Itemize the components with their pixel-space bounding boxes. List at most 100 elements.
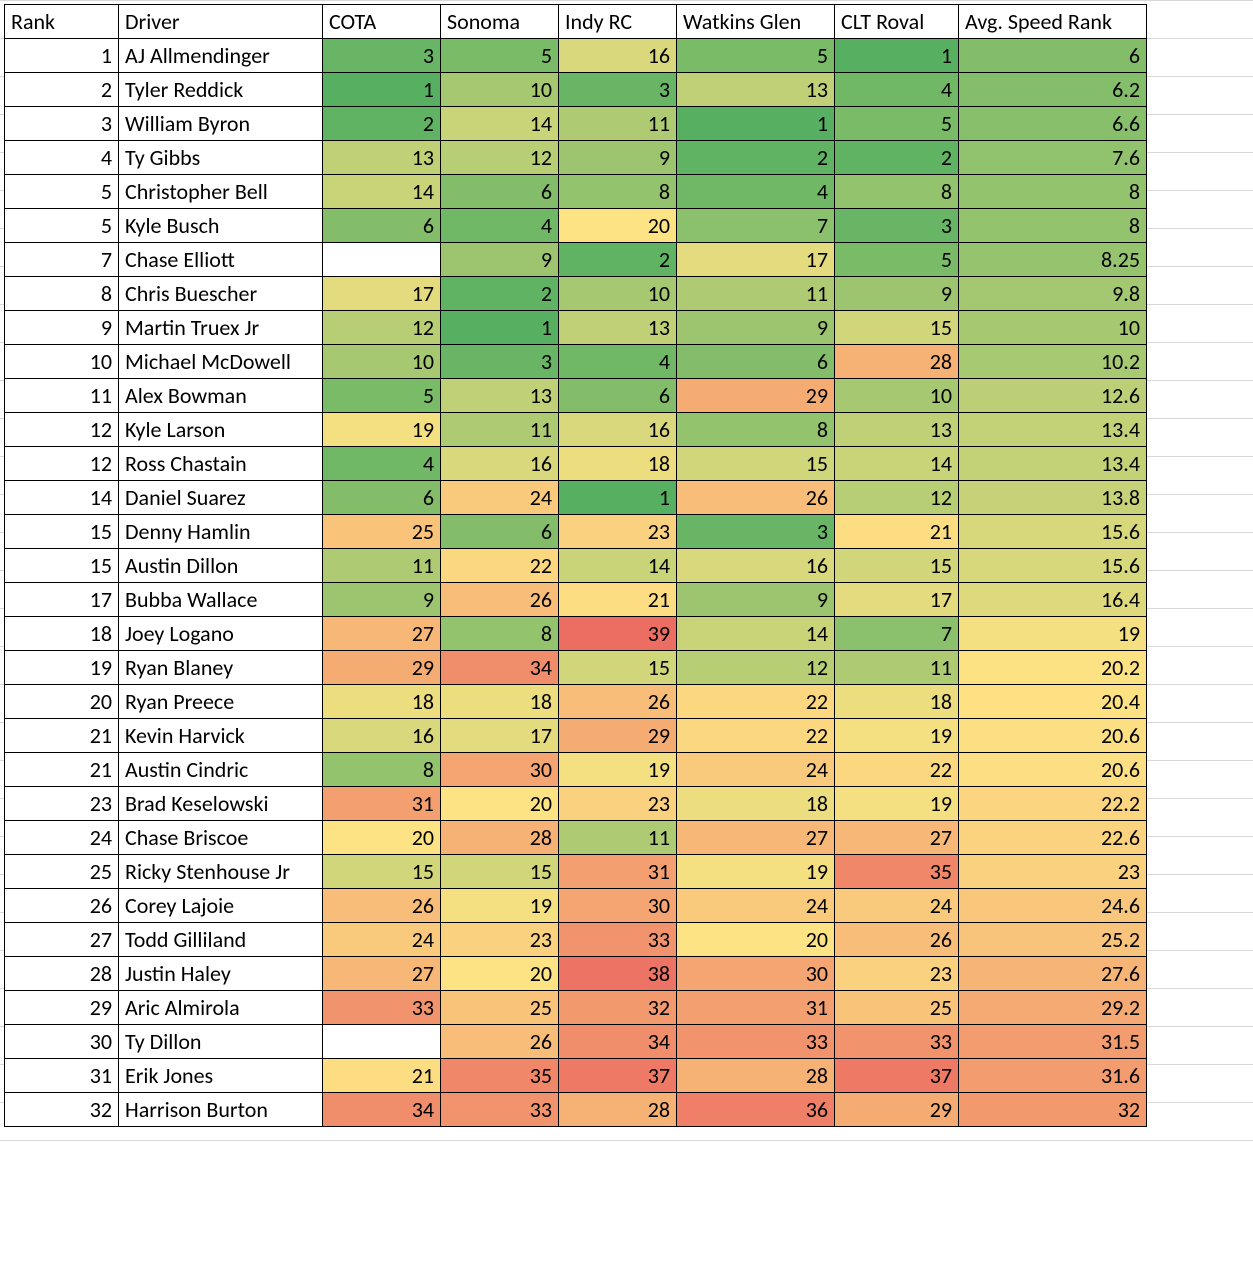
- table-row: 7Chase Elliott921758.25: [5, 243, 1147, 277]
- cell-sonoma: 15: [441, 855, 559, 889]
- cell-wg: 7: [677, 209, 835, 243]
- cell-clt: 2: [835, 141, 959, 175]
- cell-indy: 3: [559, 73, 677, 107]
- cell-wg: 3: [677, 515, 835, 549]
- cell-avg: 27.6: [959, 957, 1147, 991]
- cell-wg: 5: [677, 39, 835, 73]
- cell-wg: 18: [677, 787, 835, 821]
- cell-clt: 11: [835, 651, 959, 685]
- cell-driver: Kyle Larson: [119, 413, 323, 447]
- cell-rank: 5: [5, 175, 119, 209]
- cell-cota: 8: [323, 753, 441, 787]
- cell-wg: 19: [677, 855, 835, 889]
- cell-cota: [323, 1025, 441, 1059]
- cell-cota: 17: [323, 277, 441, 311]
- cell-driver: Bubba Wallace: [119, 583, 323, 617]
- cell-avg: 10.2: [959, 345, 1147, 379]
- cell-indy: 20: [559, 209, 677, 243]
- table-row: 15Denny Hamlin2562332115.6: [5, 515, 1147, 549]
- cell-rank: 12: [5, 413, 119, 447]
- cell-avg: 12.6: [959, 379, 1147, 413]
- cell-driver: Ty Dillon: [119, 1025, 323, 1059]
- cell-driver: Kevin Harvick: [119, 719, 323, 753]
- cell-driver: Christopher Bell: [119, 175, 323, 209]
- table-row: 17Bubba Wallace9262191716.4: [5, 583, 1147, 617]
- table-row: 21Austin Cindric83019242220.6: [5, 753, 1147, 787]
- cell-driver: Kyle Busch: [119, 209, 323, 243]
- cell-rank: 31: [5, 1059, 119, 1093]
- cell-wg: 9: [677, 311, 835, 345]
- table-row: 1AJ Allmendinger3516516: [5, 39, 1147, 73]
- cell-driver: Corey Lajoie: [119, 889, 323, 923]
- cell-driver: Austin Dillon: [119, 549, 323, 583]
- cell-indy: 32: [559, 991, 677, 1025]
- cell-clt: 8: [835, 175, 959, 209]
- cell-indy: 38: [559, 957, 677, 991]
- cell-wg: 24: [677, 753, 835, 787]
- cell-cota: 25: [323, 515, 441, 549]
- cell-indy: 18: [559, 447, 677, 481]
- cell-clt: 21: [835, 515, 959, 549]
- cell-indy: 39: [559, 617, 677, 651]
- cell-clt: 19: [835, 719, 959, 753]
- cell-sonoma: 35: [441, 1059, 559, 1093]
- cell-indy: 21: [559, 583, 677, 617]
- cell-driver: Ryan Preece: [119, 685, 323, 719]
- cell-wg: 1: [677, 107, 835, 141]
- cell-driver: Michael McDowell: [119, 345, 323, 379]
- cell-rank: 12: [5, 447, 119, 481]
- cell-avg: 15.6: [959, 549, 1147, 583]
- cell-indy: 6: [559, 379, 677, 413]
- cell-wg: 2: [677, 141, 835, 175]
- cell-driver: Chase Briscoe: [119, 821, 323, 855]
- col-header-indy: Indy RC: [559, 5, 677, 39]
- cell-clt: 33: [835, 1025, 959, 1059]
- speed-rank-table: RankDriverCOTASonomaIndy RCWatkins GlenC…: [4, 4, 1147, 1127]
- table-row: 27Todd Gilliland242333202625.2: [5, 923, 1147, 957]
- table-row: 23Brad Keselowski312023181922.2: [5, 787, 1147, 821]
- cell-avg: 23: [959, 855, 1147, 889]
- cell-rank: 32: [5, 1093, 119, 1127]
- cell-sonoma: 12: [441, 141, 559, 175]
- cell-sonoma: 17: [441, 719, 559, 753]
- cell-avg: 9.8: [959, 277, 1147, 311]
- cell-sonoma: 13: [441, 379, 559, 413]
- cell-rank: 9: [5, 311, 119, 345]
- cell-sonoma: 26: [441, 583, 559, 617]
- cell-cota: 34: [323, 1093, 441, 1127]
- cell-sonoma: 6: [441, 175, 559, 209]
- cell-rank: 15: [5, 549, 119, 583]
- cell-wg: 11: [677, 277, 835, 311]
- cell-clt: 28: [835, 345, 959, 379]
- cell-indy: 28: [559, 1093, 677, 1127]
- table-row: 29Aric Almirola332532312529.2: [5, 991, 1147, 1025]
- cell-cota: 4: [323, 447, 441, 481]
- cell-clt: 5: [835, 243, 959, 277]
- cell-cota: 3: [323, 39, 441, 73]
- cell-avg: 20.6: [959, 753, 1147, 787]
- cell-rank: 23: [5, 787, 119, 821]
- cell-indy: 13: [559, 311, 677, 345]
- table-row: 15Austin Dillon112214161515.6: [5, 549, 1147, 583]
- table-row: 25Ricky Stenhouse Jr151531193523: [5, 855, 1147, 889]
- cell-avg: 25.2: [959, 923, 1147, 957]
- cell-wg: 26: [677, 481, 835, 515]
- table-body: 1AJ Allmendinger35165162Tyler Reddick110…: [5, 39, 1147, 1127]
- cell-indy: 8: [559, 175, 677, 209]
- cell-clt: 1: [835, 39, 959, 73]
- cell-driver: AJ Allmendinger: [119, 39, 323, 73]
- cell-cota: 16: [323, 719, 441, 753]
- cell-sonoma: 24: [441, 481, 559, 515]
- cell-indy: 15: [559, 651, 677, 685]
- cell-avg: 6.6: [959, 107, 1147, 141]
- cell-cota: 31: [323, 787, 441, 821]
- cell-driver: Todd Gilliland: [119, 923, 323, 957]
- cell-cota: 2: [323, 107, 441, 141]
- cell-rank: 20: [5, 685, 119, 719]
- cell-clt: 12: [835, 481, 959, 515]
- cell-driver: Daniel Suarez: [119, 481, 323, 515]
- cell-rank: 27: [5, 923, 119, 957]
- cell-indy: 9: [559, 141, 677, 175]
- cell-clt: 27: [835, 821, 959, 855]
- cell-clt: 22: [835, 753, 959, 787]
